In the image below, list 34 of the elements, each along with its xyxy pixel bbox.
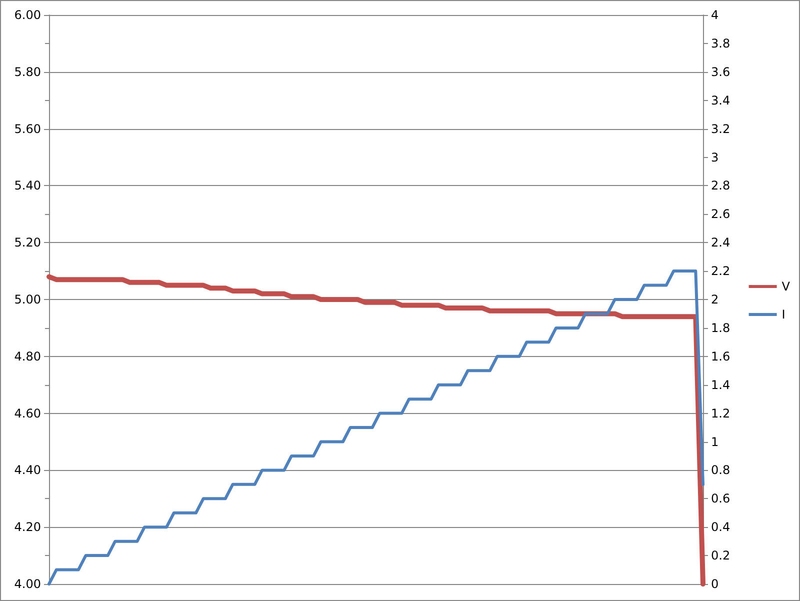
y-tick-label: 5.40: [14, 178, 41, 193]
y-tick-label: 4.20: [14, 520, 41, 534]
y2-tick-label: 2.4: [711, 236, 730, 250]
y2-tick-label: 3: [711, 150, 719, 164]
y-tick-label: 4.00: [14, 577, 41, 591]
y2-tick-label: 1.4: [711, 378, 730, 392]
legend-label: I: [782, 308, 786, 322]
y-tick-label: 5.80: [14, 64, 41, 79]
y2-tick-label: 1.8: [711, 320, 730, 335]
y-tick-label: 4.40: [14, 463, 41, 478]
y-tick-label: 4.60: [14, 406, 41, 420]
y2-tick-label: 0.2: [711, 548, 730, 563]
legend-label: V: [782, 280, 791, 294]
y-tick-label: 5.00: [14, 292, 41, 306]
y-tick-label: 5.60: [14, 122, 41, 136]
y2-tick-label: 0.4: [711, 520, 730, 534]
y2-tick-label: 3.2: [711, 122, 730, 136]
y2-tick-label: 2.6: [711, 207, 730, 222]
y2-tick-label: 2.2: [711, 264, 730, 278]
y2-tick-label: 1.6: [711, 349, 730, 364]
y2-tick-label: 0.8: [711, 463, 730, 478]
y2-tick-label: 1.2: [711, 406, 730, 420]
y2-tick-label: 2: [711, 292, 719, 306]
y2-tick-label: 2.8: [711, 178, 730, 193]
y2-tick-label: 0.6: [711, 492, 730, 506]
y-tick-label: 5.20: [14, 236, 41, 250]
y2-tick-label: 4: [711, 8, 719, 22]
y-tick-label: 6.00: [14, 8, 41, 22]
y2-tick-label: 1: [711, 434, 719, 449]
y2-tick-label: 3.4: [711, 93, 730, 108]
y2-tick-label: 3.6: [711, 64, 730, 79]
y2-tick-label: 0: [711, 577, 719, 591]
y2-tick-label: 3.8: [711, 36, 730, 50]
y-tick-label: 4.80: [14, 349, 41, 364]
